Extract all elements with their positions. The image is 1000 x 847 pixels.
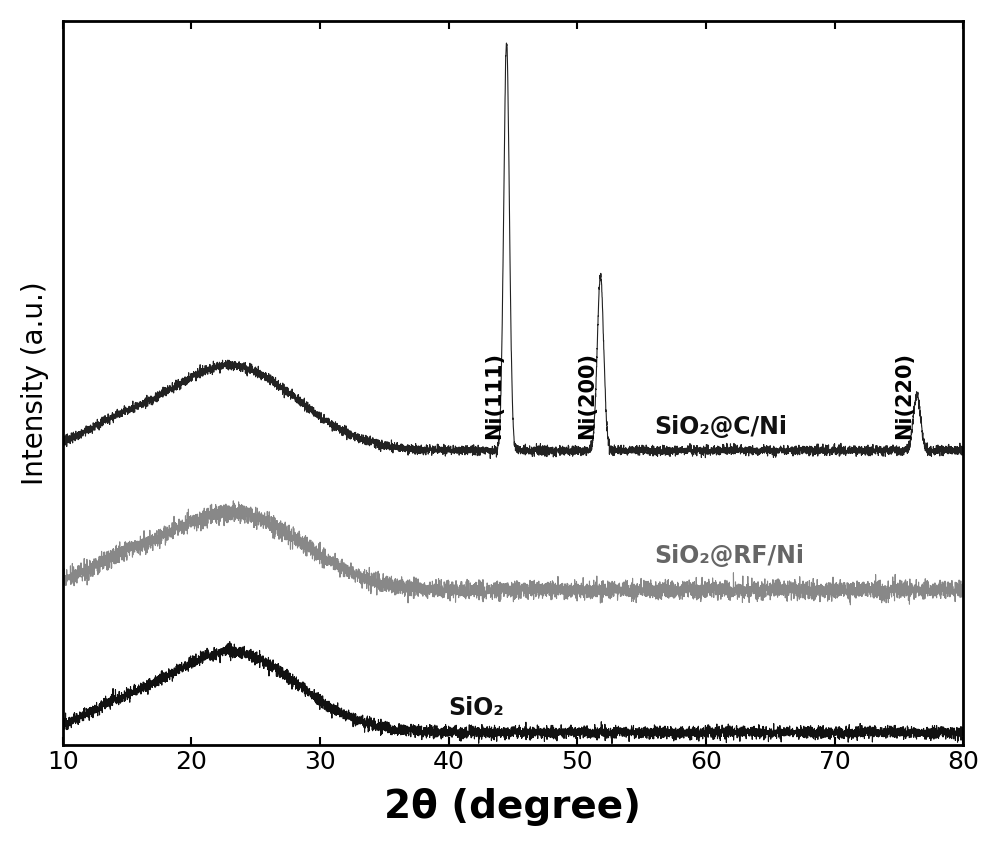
Text: SiO₂@RF/Ni: SiO₂@RF/Ni [654, 544, 804, 567]
Text: SiO₂: SiO₂ [449, 696, 504, 720]
Text: Ni(200): Ni(200) [578, 352, 598, 439]
Text: Ni(220): Ni(220) [894, 352, 914, 439]
Text: SiO₂@C/Ni: SiO₂@C/Ni [654, 415, 787, 439]
Y-axis label: Intensity (a.u.): Intensity (a.u.) [21, 281, 49, 485]
Text: Ni(111): Ni(111) [484, 352, 504, 439]
X-axis label: 2θ (degree): 2θ (degree) [384, 789, 641, 826]
